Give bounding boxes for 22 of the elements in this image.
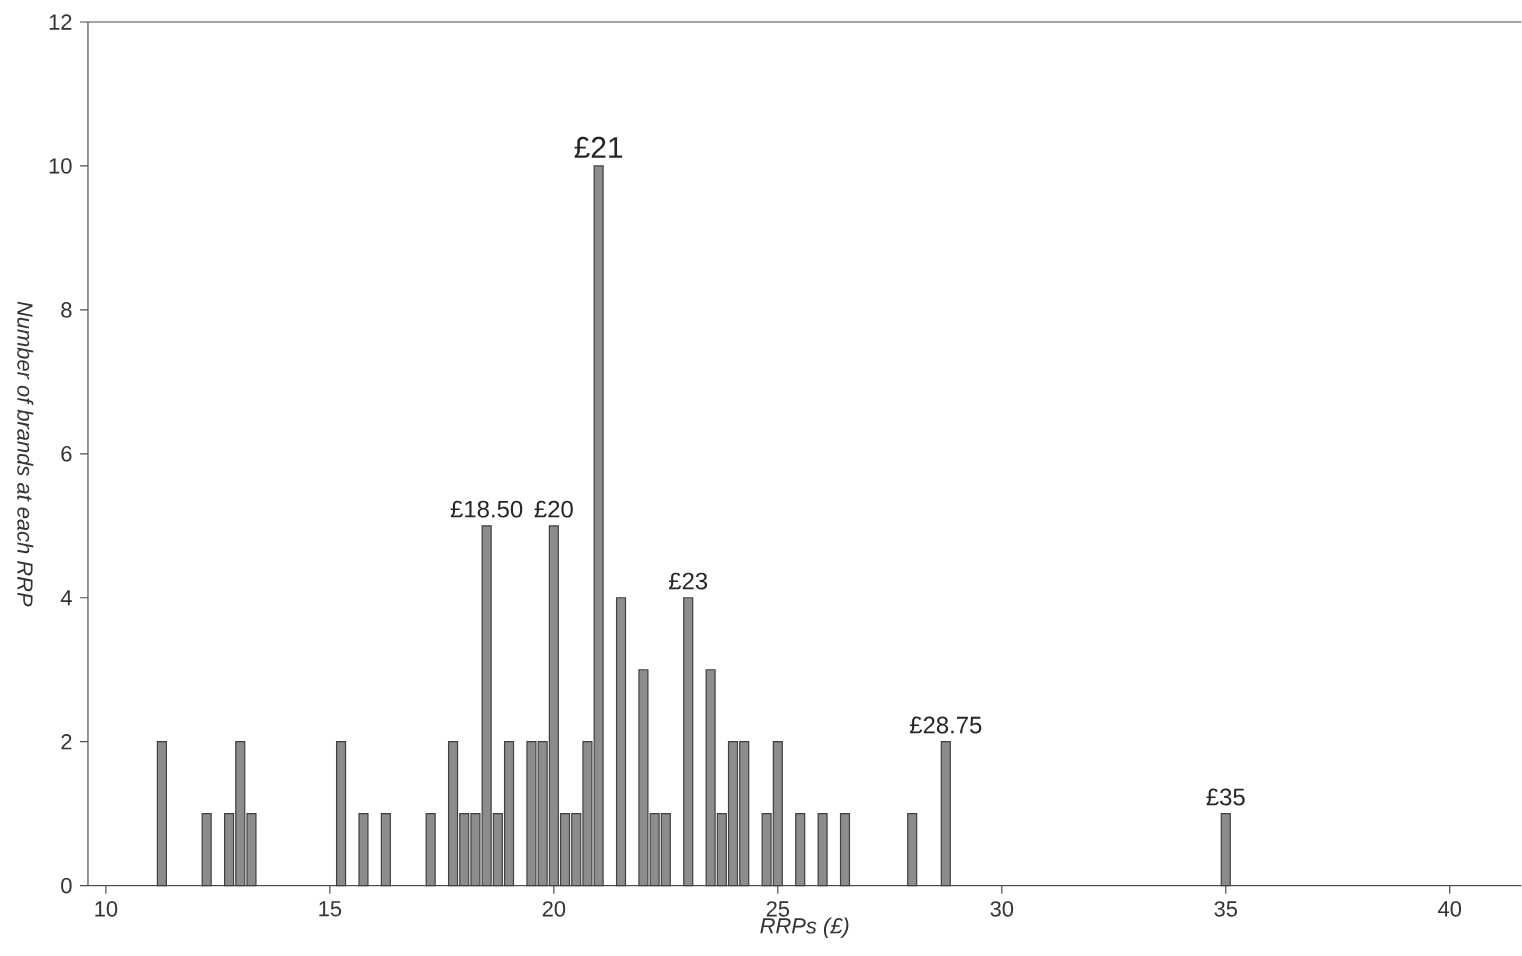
y-tick-label: 6: [61, 446, 72, 462]
y-tick-label: 12: [49, 14, 72, 30]
y-tick-label: 0: [61, 878, 72, 894]
x-tick-label: 25: [766, 901, 790, 917]
x-tick-label: 10: [95, 901, 118, 917]
y-tick-label: 4: [60, 590, 72, 606]
annotation: £20: [534, 500, 573, 518]
y-tick-label: 2: [61, 734, 72, 750]
x-tick-label: 35: [1214, 901, 1238, 917]
annotation: £18.50: [450, 500, 523, 518]
x-tick-label: 20: [542, 901, 566, 917]
annotation: £28.75: [909, 716, 982, 734]
y-tick-label: 10: [49, 158, 72, 174]
x-tick-label: 40: [1438, 901, 1462, 917]
annotation: £23: [668, 572, 708, 590]
y-tick-label: 8: [61, 302, 72, 318]
annotation: £35: [1206, 788, 1245, 806]
x-tick-label: 30: [990, 901, 1014, 917]
x-axis-title: RRPs (£): [760, 917, 849, 939]
y-axis-title: Number of brands at each RRP: [17, 301, 34, 607]
x-tick-label: 15: [319, 901, 342, 917]
annotation: £21: [574, 137, 623, 158]
